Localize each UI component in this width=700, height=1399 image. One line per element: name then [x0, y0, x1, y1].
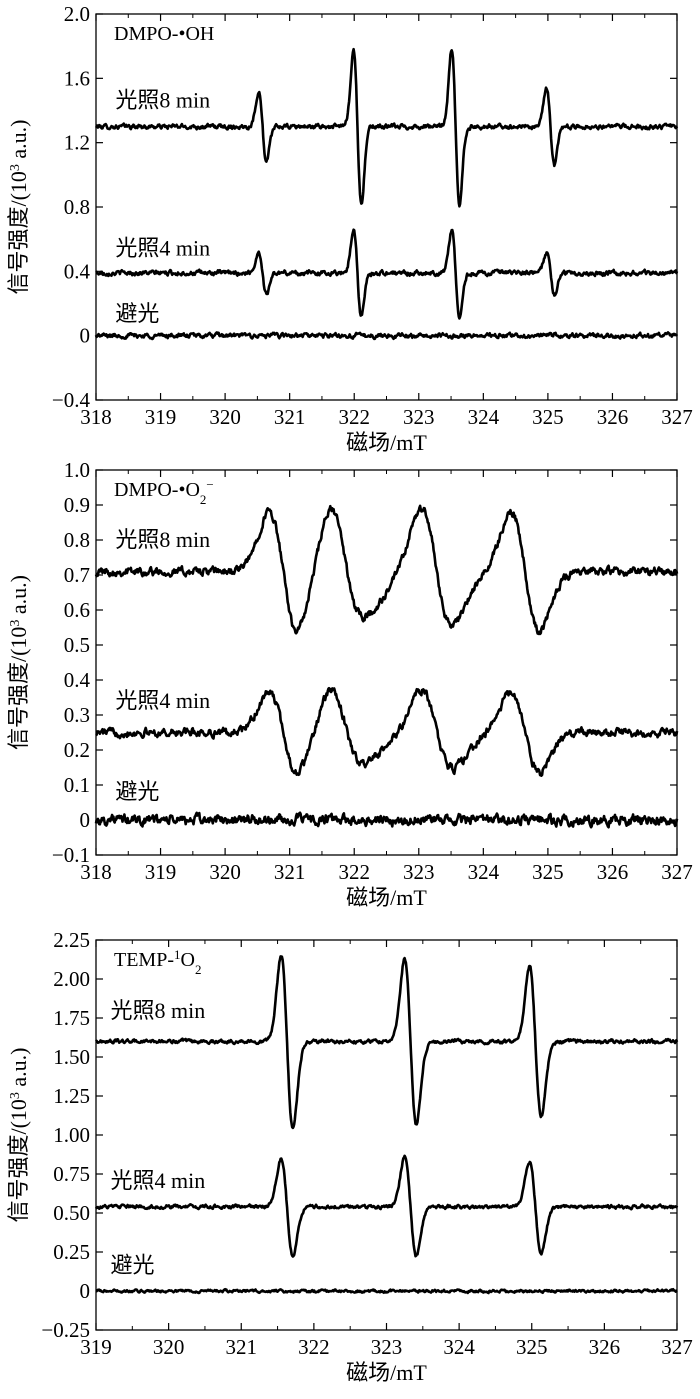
x-tick-label: 327	[661, 1335, 693, 1359]
series-annotation: 避光	[115, 301, 159, 326]
spectrum-line-1	[95, 955, 679, 1130]
y-tick-label: 0.2	[64, 738, 90, 762]
y-tick-label: −0.4	[52, 388, 91, 412]
y-tick-label: 0.4	[64, 668, 91, 692]
chart-panel-2: 318 319 320 321 322 323 324 325 326 327 −0.1 0 0.1 0.…	[6, 458, 693, 910]
x-tick-label: 320	[153, 1335, 185, 1359]
x-tick-label: 326	[589, 1335, 621, 1359]
spectrum-line-3	[94, 331, 679, 341]
series-annotation: 避光	[111, 1252, 155, 1277]
x-tick-label: 319	[80, 1335, 112, 1359]
y-tick-label: 0.75	[53, 1162, 90, 1186]
y-tick-label: 0.50	[53, 1201, 90, 1225]
y-tick-label: −0.1	[52, 843, 90, 867]
series-annotation: 避光	[115, 779, 159, 804]
spin-adduct-tag: DMPO-•O2−	[114, 477, 214, 507]
x-tick-label: 321	[226, 1335, 258, 1359]
y-tick-label: 0.25	[53, 1240, 90, 1264]
x-axis-label: 磁场/mT	[346, 885, 427, 910]
x-tick-label: 318	[80, 405, 112, 429]
x-axis-label: 磁场/mT	[346, 430, 427, 455]
x-tick-label: 322	[338, 405, 370, 429]
y-tick-label: 0.8	[64, 528, 90, 552]
x-tick-label: 325	[532, 405, 564, 429]
y-tick-label: 0.5	[64, 633, 90, 657]
y-tick-label: 1.6	[64, 66, 90, 90]
x-tick-label: 323	[403, 405, 435, 429]
spectrum-line-1	[94, 47, 679, 208]
y-tick-label: 1.2	[64, 131, 90, 155]
x-tick-label: 323	[371, 1335, 403, 1359]
x-tick-label: 318	[80, 860, 112, 884]
y-tick-label: 2.25	[53, 928, 90, 952]
spectrum-line-3	[94, 811, 679, 829]
y-tick-label: 2.0	[64, 2, 90, 26]
x-tick-label: 319	[145, 860, 177, 884]
y-tick-label: 0	[80, 808, 91, 832]
y-tick-label: 2.00	[53, 967, 90, 991]
x-tick-label: 324	[468, 405, 500, 429]
y-tick-label: 0.9	[64, 493, 90, 517]
series-annotation: 光照8 min	[115, 527, 210, 552]
x-tick-label: 327	[661, 860, 693, 884]
chart-panel-1: 318 319 320 321 322 323 324 325 326 327 −0.4 0 0.4 0.…	[6, 2, 693, 455]
chart-panel-3: 319 320 321 322 323 324 325 326 327 −0.25 0 0.25 0.5…	[6, 928, 693, 1385]
y-tick-label: 1.25	[53, 1084, 90, 1108]
y-tick-label: 0	[80, 324, 91, 348]
x-tick-label: 320	[209, 860, 241, 884]
x-tick-label: 324	[468, 860, 500, 884]
series-annotation: 光照4 min	[115, 688, 210, 713]
x-tick-label: 325	[532, 860, 564, 884]
x-tick-label: 321	[274, 405, 306, 429]
spin-adduct-tag: DMPO-•OH	[114, 23, 214, 45]
y-axis-label: 信号强度/(103 a.u.)	[6, 1047, 31, 1222]
spin-adduct-tag: TEMP-1O2	[114, 947, 201, 977]
x-tick-label: 322	[338, 860, 370, 884]
y-tick-label: 0	[80, 1279, 91, 1303]
y-axis-label: 信号强度/(103 a.u.)	[6, 575, 31, 750]
y-tick-label: 1.75	[53, 1006, 90, 1030]
x-tick-label: 325	[516, 1335, 548, 1359]
y-tick-label: 1.0	[64, 458, 90, 482]
y-tick-label: 0.6	[64, 598, 90, 622]
x-tick-label: 323	[403, 860, 435, 884]
series-annotation: 光照8 min	[111, 998, 206, 1023]
y-tick-label: 0.3	[64, 703, 90, 727]
x-tick-label: 327	[661, 405, 693, 429]
y-tick-label: 1.00	[53, 1123, 90, 1147]
x-tick-label: 322	[298, 1335, 330, 1359]
plot-frame	[95, 13, 678, 401]
spectrum-line-2	[95, 686, 679, 777]
y-tick-label: 0.4	[64, 259, 91, 283]
x-tick-label: 321	[274, 860, 306, 884]
spectrum-line-2	[95, 228, 679, 320]
x-tick-label: 320	[209, 405, 241, 429]
y-tick-label: 0.1	[64, 773, 90, 797]
y-tick-label: 1.50	[53, 1045, 90, 1069]
y-tick-label: −0.25	[41, 1318, 90, 1342]
x-tick-label: 326	[597, 405, 629, 429]
spectrum-line-2	[94, 1154, 679, 1258]
x-tick-label: 324	[443, 1335, 475, 1359]
y-tick-label: 0.8	[64, 195, 90, 219]
x-tick-label: 319	[145, 405, 177, 429]
series-annotation: 光照4 min	[111, 1168, 206, 1193]
series-annotation: 光照8 min	[115, 87, 210, 112]
y-tick-label: 0.7	[64, 563, 90, 587]
series-annotation: 光照4 min	[115, 235, 210, 260]
x-axis-label: 磁场/mT	[346, 1360, 427, 1385]
spectrum-line-1	[94, 504, 679, 636]
spectrum-line-3	[95, 1287, 678, 1295]
y-axis-label: 信号强度/(103 a.u.)	[6, 119, 31, 294]
x-tick-label: 326	[597, 860, 629, 884]
